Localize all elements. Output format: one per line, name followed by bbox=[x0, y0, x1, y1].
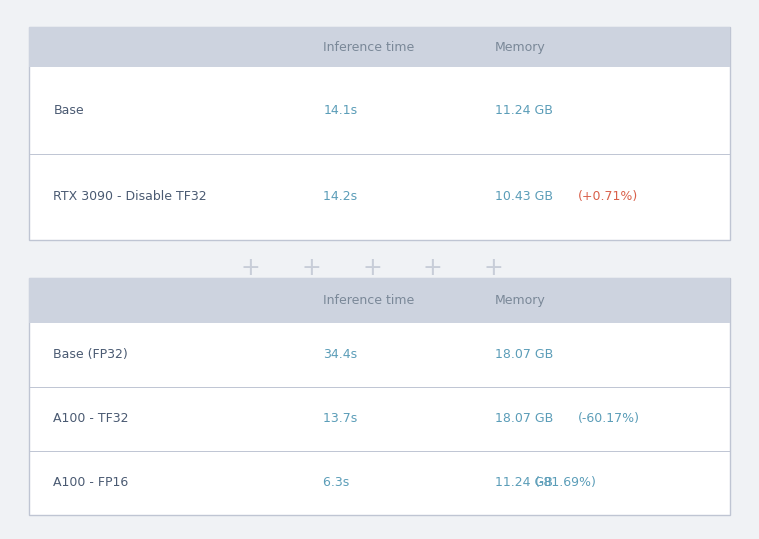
Text: +: + bbox=[301, 256, 321, 280]
Text: (-81.69%): (-81.69%) bbox=[535, 476, 597, 489]
Text: Memory: Memory bbox=[495, 294, 546, 307]
Text: +: + bbox=[241, 256, 260, 280]
Text: Base: Base bbox=[53, 104, 84, 117]
FancyBboxPatch shape bbox=[29, 278, 730, 515]
Text: 18.07 GB: 18.07 GB bbox=[495, 412, 553, 425]
Text: 13.7s: 13.7s bbox=[323, 412, 361, 425]
Text: 6.3s: 6.3s bbox=[323, 476, 354, 489]
Text: A100 - TF32: A100 - TF32 bbox=[53, 412, 129, 425]
Text: Memory: Memory bbox=[495, 40, 546, 54]
Text: +: + bbox=[362, 256, 382, 280]
Text: 10.43 GB: 10.43 GB bbox=[495, 190, 557, 203]
Text: Inference time: Inference time bbox=[323, 40, 414, 54]
Text: (-60.17%): (-60.17%) bbox=[578, 412, 640, 425]
Text: 34.4s: 34.4s bbox=[323, 348, 357, 361]
Text: +: + bbox=[423, 256, 442, 280]
Text: 18.07 GB: 18.07 GB bbox=[495, 348, 553, 361]
Text: +: + bbox=[483, 256, 503, 280]
Text: Inference time: Inference time bbox=[323, 294, 414, 307]
Text: 14.2s: 14.2s bbox=[323, 190, 361, 203]
Text: 11.24 GB: 11.24 GB bbox=[495, 476, 557, 489]
Text: Base (FP32): Base (FP32) bbox=[53, 348, 128, 361]
FancyBboxPatch shape bbox=[29, 27, 730, 67]
Text: (+0.71%): (+0.71%) bbox=[578, 190, 638, 203]
Text: 14.1s: 14.1s bbox=[323, 104, 357, 117]
Text: RTX 3090 - Disable TF32: RTX 3090 - Disable TF32 bbox=[53, 190, 207, 203]
FancyBboxPatch shape bbox=[29, 278, 730, 323]
Text: A100 - FP16: A100 - FP16 bbox=[53, 476, 128, 489]
FancyBboxPatch shape bbox=[29, 27, 730, 240]
Text: 11.24 GB: 11.24 GB bbox=[495, 104, 553, 117]
